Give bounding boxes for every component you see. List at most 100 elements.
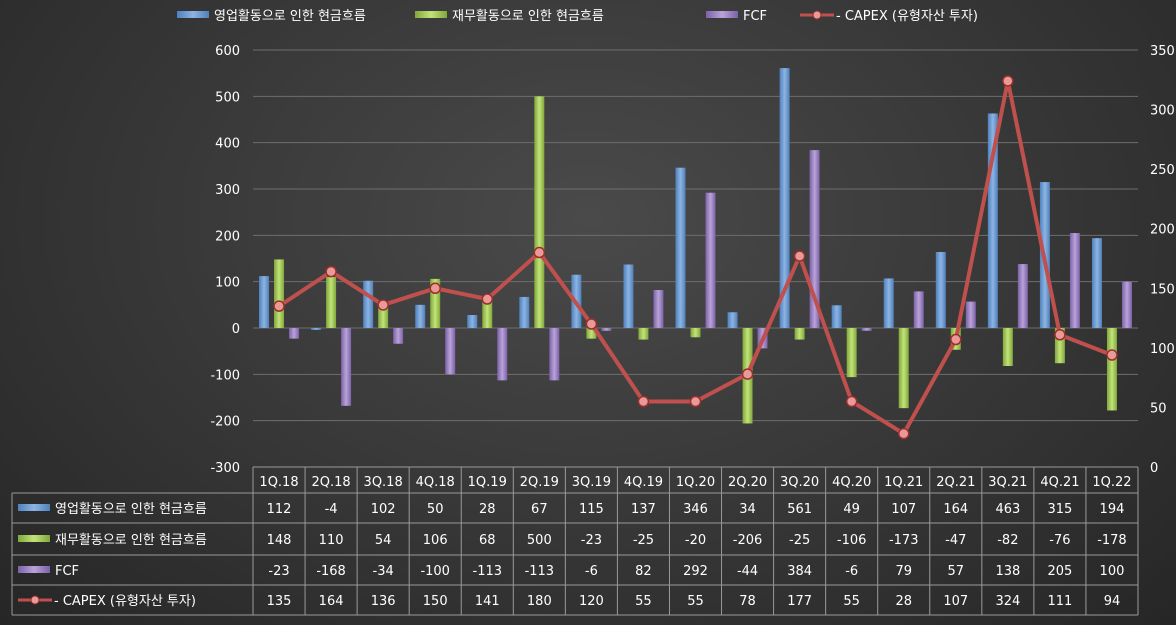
table-cell: 55: [687, 594, 704, 609]
table-cell: 111: [1047, 594, 1072, 609]
table-row-label: FCF: [55, 564, 79, 579]
table-cell: 561: [787, 502, 812, 517]
left-axis-tick-label: 400: [215, 137, 240, 152]
left-axis-tick-label: 600: [215, 44, 240, 59]
bar-2-3Q.18: [393, 328, 404, 344]
table-cell: 148: [267, 533, 292, 548]
bar-0-1Q.20: [675, 167, 686, 328]
table-cell: -113: [525, 564, 555, 579]
table-cell: 177: [787, 594, 812, 609]
bar-2-4Q.20: [861, 328, 872, 331]
left-axis-tick-label: -200: [210, 415, 240, 430]
table-cell: 67: [531, 502, 548, 517]
bar-0-2Q.21: [935, 252, 946, 328]
capex-line: [277, 78, 1113, 436]
bar-0-1Q.22: [1091, 238, 1102, 328]
table-cell: -76: [1049, 533, 1070, 548]
category-label: 1Q.19: [468, 475, 507, 490]
table-cell: -47: [945, 533, 966, 548]
right-axis: 350 300 250 200 150 100 50 0: [1150, 44, 1175, 476]
table-cell: 78: [739, 594, 756, 609]
table-cell: 141: [475, 594, 500, 609]
table-cell: 107: [943, 594, 968, 609]
bar-1-2Q.18: [326, 277, 337, 328]
table-cell: 106: [423, 533, 448, 548]
category-label: 3Q.19: [572, 475, 611, 490]
table-cell: -6: [585, 564, 598, 579]
category-label: 4Q.20: [832, 475, 871, 490]
bar-2-2Q.19: [549, 328, 560, 381]
left-axis-tick-label: 300: [215, 183, 240, 198]
right-axis-tick-label: 200: [1150, 223, 1175, 238]
table-cell: -44: [737, 564, 758, 579]
table-row-swatch: [18, 566, 50, 573]
left-axis-tick-label: 500: [215, 90, 240, 105]
table-cell: 164: [943, 502, 968, 517]
right-axis-tick-label: 300: [1150, 104, 1175, 119]
bar-2-4Q.21: [1069, 233, 1080, 328]
table-cell: -4: [325, 502, 338, 517]
table-cell: 28: [895, 594, 912, 609]
left-axis-tick-label: -100: [210, 368, 240, 383]
bar-1-3Q.20: [794, 328, 805, 340]
legend-label: 재무활동으로 인한 현금흐름: [452, 9, 604, 24]
capex-point-1Q.19: [481, 293, 494, 305]
capex-point-3Q.21: [1002, 75, 1014, 87]
bar-0-3Q.20: [779, 68, 790, 328]
table-cell: -34: [373, 564, 394, 579]
bar-2-3Q.20: [809, 150, 820, 328]
bar-1-2Q.19: [534, 96, 545, 328]
bar-0-1Q.18: [259, 276, 270, 328]
table-cell: 82: [635, 564, 652, 579]
table-cell: 346: [683, 502, 708, 517]
table-cell: 34: [739, 502, 756, 517]
bar-2-1Q.18: [289, 328, 300, 339]
capex-point-1Q.20: [689, 395, 702, 408]
capex-point-3Q.19: [585, 318, 598, 330]
table-cell: 55: [635, 594, 652, 609]
table-cell: 164: [319, 594, 344, 609]
legend-label: FCF: [743, 9, 767, 24]
table-row-swatch: [18, 504, 50, 511]
table-cell: 463: [995, 502, 1020, 517]
table-cell: 292: [683, 564, 708, 579]
bar-0-3Q.18: [363, 280, 374, 328]
bar-1-4Q.18: [430, 278, 441, 328]
bar-0-2Q.20: [727, 312, 738, 328]
table-cell: -6: [845, 564, 858, 579]
legend-marker: [812, 10, 822, 20]
bar-2-1Q.22: [1121, 281, 1132, 328]
bar-1-4Q.19: [638, 328, 649, 340]
bar-2-3Q.19: [601, 328, 612, 331]
category-label: 1Q.18: [259, 475, 298, 490]
table-cell: 194: [1100, 502, 1125, 517]
capex-point-4Q.20: [845, 395, 858, 408]
bar-2-3Q.21: [1017, 264, 1028, 328]
capex-point-1Q.21: [897, 427, 910, 440]
table-cell: 55: [843, 594, 860, 609]
bar-1-1Q.19: [482, 296, 493, 328]
right-axis-tick-label: 50: [1150, 401, 1167, 416]
bar-1-1Q.18: [274, 259, 285, 328]
right-axis-tick-label: 250: [1150, 163, 1175, 178]
category-label: 4Q.21: [1040, 475, 1079, 490]
left-axis-tick-label: 100: [215, 276, 240, 291]
legend-label: 영업활동으로 인한 현금흐름: [214, 9, 366, 24]
data-table: 1Q.18 2Q.18 3Q.18 4Q.18 1Q.19 2Q.19 3Q.19 4Q.19…: [11, 466, 1139, 616]
right-axis-tick-label: 0: [1150, 461, 1158, 476]
right-axis-tick-label: 100: [1150, 342, 1175, 357]
legend: 영업활동으로 인한 현금흐름 재무활동으로 인한 현금흐름 FCF - CAPEX (…: [177, 9, 978, 24]
table-cell: -168: [316, 564, 346, 579]
table-cell: 315: [1047, 502, 1072, 517]
category-label: 2Q.19: [520, 475, 559, 490]
capex-point-1Q.22: [1106, 349, 1118, 361]
table-cell: 138: [995, 564, 1020, 579]
bar-2-4Q.19: [653, 290, 664, 328]
table-cell: -178: [1097, 533, 1127, 548]
category-label: 4Q.18: [416, 475, 455, 490]
table-cell: 384: [787, 564, 812, 579]
table-row-label: - CAPEX (유형자산 투자): [54, 594, 196, 609]
table-cell: 112: [267, 502, 292, 517]
table-cell: 136: [371, 594, 396, 609]
